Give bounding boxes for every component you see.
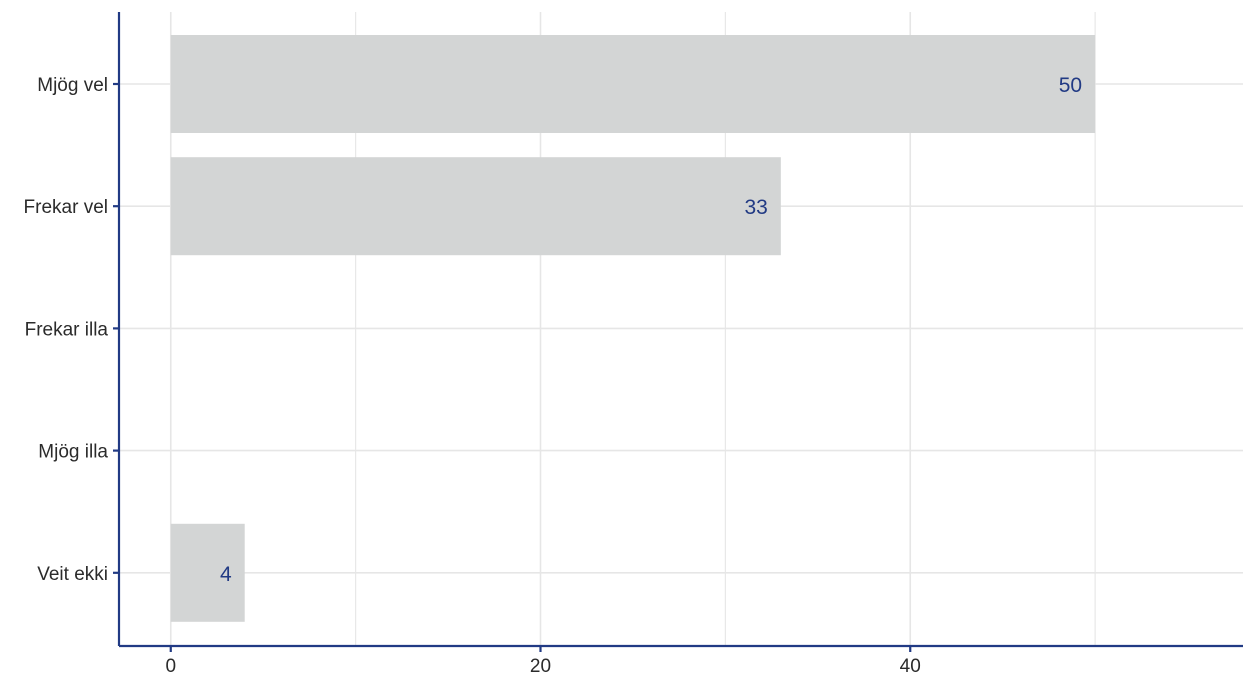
bar: [170, 523, 245, 622]
y-tick-label: Mjög vel: [37, 75, 108, 96]
y-tick-label: Mjög illa: [38, 442, 108, 463]
bars: [170, 35, 1096, 622]
x-tick-label: 20: [530, 656, 551, 677]
labels: 50 33 4 Mjög vel Frekar vel Frekar illa Mjög i…: [24, 74, 1083, 677]
y-tick-label: Veit ekki: [37, 564, 108, 585]
y-tick-label: Frekar vel: [24, 197, 108, 218]
axes: [113, 12, 1243, 652]
bar-value-label: 50: [1059, 74, 1082, 97]
bar: [170, 35, 1096, 133]
x-tick-label: 40: [900, 656, 921, 677]
bar: [170, 157, 781, 256]
bar-value-label: 33: [744, 196, 767, 219]
x-tick-label: 0: [165, 656, 176, 677]
bar-value-label: 4: [220, 563, 232, 586]
y-tick-label: Frekar illa: [25, 319, 109, 340]
